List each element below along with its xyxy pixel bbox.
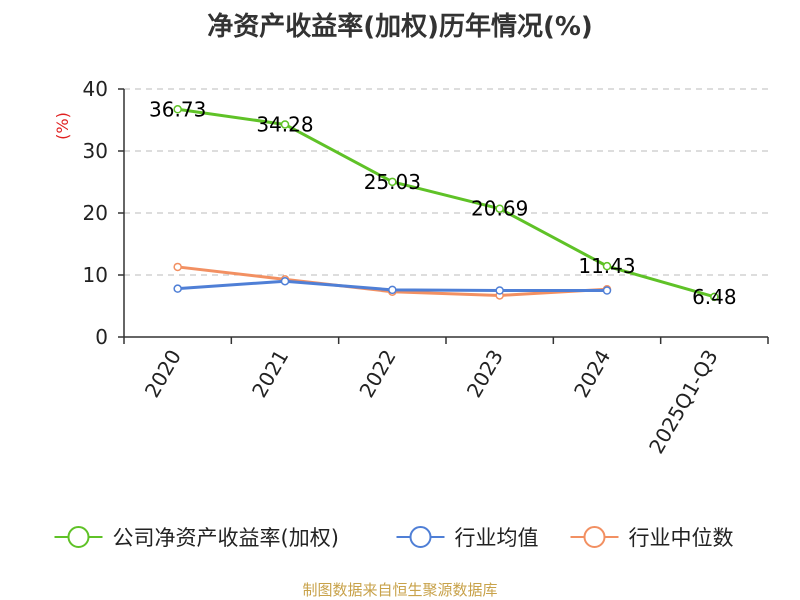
x-tick-label: 2022 <box>354 346 400 402</box>
y-unit-label: (%) <box>53 112 72 140</box>
chart-title: 净资产收益率(加权)历年情况(%) <box>207 12 593 42</box>
data-labels: 36.73 34.28 25.03 20.69 11.43 6.48 <box>149 97 737 309</box>
legend: 公司净资产收益率(加权) 行业均值 行业中位数 <box>54 526 734 550</box>
data-point <box>495 286 504 295</box>
x-tick-label: 2021 <box>247 346 293 402</box>
x-tick-label: 2025Q1-Q3 <box>644 346 723 458</box>
data-point <box>602 286 612 295</box>
data-point <box>280 276 290 286</box>
data-label: 6.48 <box>692 285 737 309</box>
series-line <box>177 107 715 299</box>
y-tick-label: 20 <box>83 201 108 225</box>
legend-item[interactable]: 公司净资产收益率(加权) <box>54 526 339 550</box>
legend-marker <box>583 526 606 548</box>
y-tick-label: 0 <box>95 325 108 349</box>
data-point <box>173 262 182 272</box>
data-point <box>602 261 612 271</box>
y-tick-label: 40 <box>83 77 108 101</box>
x-tick-label: 2023 <box>462 345 508 401</box>
data-label: 20.69 <box>471 197 528 221</box>
legend-item[interactable]: 行业均值 <box>396 526 539 550</box>
series-layer <box>173 105 719 302</box>
legend-marker <box>409 526 432 548</box>
y-tick-label: 30 <box>83 139 108 163</box>
x-tick-label: 2024 <box>569 346 615 402</box>
grid-lines <box>124 88 768 276</box>
legend-label: 公司净资产收益率(加权) <box>113 526 339 550</box>
y-tick-label: 10 <box>83 263 108 287</box>
data-point <box>280 120 290 129</box>
x-tick-label: 2020 <box>140 346 186 402</box>
data-point <box>710 292 719 302</box>
data-label: 36.73 <box>149 97 206 121</box>
source-note: 制图数据来自恒生聚源数据库 <box>302 581 498 599</box>
data-label: 11.43 <box>578 254 635 278</box>
axes: 0 10 20 30 40 (%) 2020 2021 2022 2023 2024 2025Q1-Q… <box>53 77 769 458</box>
data-point <box>388 285 397 295</box>
data-point <box>173 284 182 293</box>
legend-marker <box>67 526 90 548</box>
legend-label: 行业中位数 <box>629 526 734 550</box>
data-label: 34.28 <box>256 112 313 136</box>
data-label: 25.03 <box>364 170 421 194</box>
data-point <box>495 204 504 213</box>
data-point <box>173 105 182 114</box>
legend-label: 行业均值 <box>455 526 539 550</box>
legend-item[interactable]: 行业中位数 <box>570 526 734 550</box>
data-point <box>388 177 397 187</box>
